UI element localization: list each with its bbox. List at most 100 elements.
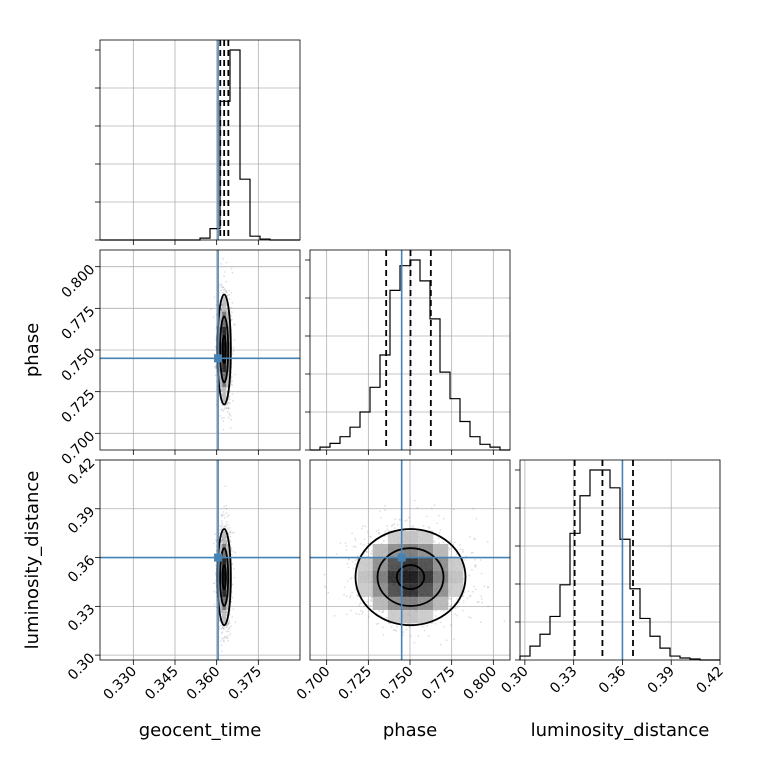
density-bin: [402, 596, 418, 611]
sample-point: [214, 374, 217, 376]
density-bin: [402, 610, 418, 624]
sample-point: [467, 590, 470, 593]
sample-point: [375, 530, 378, 533]
sample-point: [345, 545, 348, 548]
sample-point: [433, 541, 436, 544]
sample-point: [487, 586, 489, 588]
sample-point: [228, 408, 230, 410]
sample-point: [232, 608, 235, 610]
sample-point: [386, 528, 389, 531]
sample-point: [229, 541, 232, 543]
sample-point: [232, 350, 235, 353]
sample-point: [219, 524, 221, 527]
x-axis-label-luminosity_distance: luminosity_distance: [531, 720, 710, 741]
density-bin: [372, 570, 388, 584]
y-tick-label-luminosity_distance: 0.30: [65, 650, 98, 683]
sample-point: [231, 563, 234, 565]
sample-point: [453, 638, 456, 641]
density-bin: [222, 326, 227, 342]
panel-frame: [309, 249, 511, 451]
sample-point: [394, 629, 396, 631]
sample-point: [222, 286, 225, 288]
sample-point: [228, 620, 231, 622]
x-tick-label-phase: 0.775: [419, 664, 459, 704]
sample-point: [386, 524, 388, 527]
sample-point: [427, 635, 430, 637]
sample-point: [480, 572, 483, 575]
sample-point: [347, 558, 350, 561]
sample-point: [225, 280, 228, 283]
density-bin: [402, 583, 418, 597]
sample-point: [221, 522, 224, 525]
x-tick-label-geocent_time: 0.345: [142, 664, 182, 704]
sample-point: [480, 621, 482, 624]
sample-point: [221, 515, 223, 518]
sample-point: [366, 601, 369, 603]
sample-point: [226, 403, 229, 406]
panel-phase-vs-luminosity_distance: 0.700 0.725 0.750 0.775 0.800: [294, 459, 511, 704]
sample-point: [225, 407, 228, 410]
sample-point: [382, 626, 384, 629]
sample-point: [416, 506, 419, 509]
x-tick-label-phase: 0.800: [460, 664, 500, 704]
density-bin: [226, 311, 231, 327]
sample-point: [472, 551, 474, 554]
sample-point: [358, 613, 360, 616]
sample-point: [391, 523, 394, 526]
sample-point: [464, 591, 466, 593]
sample-point: [220, 539, 223, 542]
sample-point: [393, 527, 396, 529]
sample-point: [221, 417, 223, 420]
sample-point: [382, 611, 385, 614]
histogram-geocent_time: [100, 49, 300, 241]
sample-point: [226, 410, 229, 413]
sample-point: [480, 595, 482, 598]
sample-point: [229, 415, 232, 417]
sample-point: [220, 307, 223, 310]
sample-point: [471, 569, 473, 571]
sample-point: [450, 604, 453, 607]
sample-point: [214, 573, 217, 575]
sample-point: [405, 519, 408, 521]
truth-marker: [214, 553, 223, 562]
sample-point: [223, 516, 226, 519]
sample-point: [231, 311, 233, 314]
sample-point: [225, 290, 227, 293]
sample-point: [215, 304, 218, 306]
sample-point: [323, 573, 326, 576]
sample-point: [220, 644, 223, 647]
sample-point: [231, 393, 234, 395]
sample-point: [219, 640, 222, 642]
sample-point: [229, 632, 232, 635]
panel-geocent_time-vs-luminosity_distance: 0.300.330.360.390.420.330 0.345 0.360 0.375: [65, 455, 301, 704]
sample-point: [472, 585, 475, 588]
panel-geocent_time: [95, 39, 301, 245]
y-axis-label-phase: phase: [22, 323, 43, 377]
density-bin: [222, 341, 227, 357]
sample-point: [223, 513, 225, 516]
sample-point: [439, 643, 442, 646]
sample-point: [349, 594, 352, 597]
sample-point: [231, 302, 234, 304]
sample-point: [431, 507, 433, 510]
sample-point: [417, 635, 420, 638]
truth-marker: [214, 354, 223, 363]
sample-point: [223, 407, 226, 410]
sample-point: [223, 275, 226, 277]
sample-point: [214, 346, 217, 349]
sample-point: [354, 537, 356, 540]
density-bin: [222, 372, 227, 388]
sample-point: [230, 548, 233, 551]
sample-point: [222, 420, 225, 422]
sample-point: [227, 623, 229, 625]
density-bin: [222, 357, 227, 373]
sample-point: [229, 531, 232, 534]
sample-point: [226, 637, 229, 640]
sample-point: [218, 284, 221, 287]
sample-point: [462, 548, 464, 551]
sample-point: [462, 600, 465, 603]
sample-point: [474, 558, 476, 561]
sample-point: [227, 401, 229, 404]
sample-point: [228, 289, 231, 292]
